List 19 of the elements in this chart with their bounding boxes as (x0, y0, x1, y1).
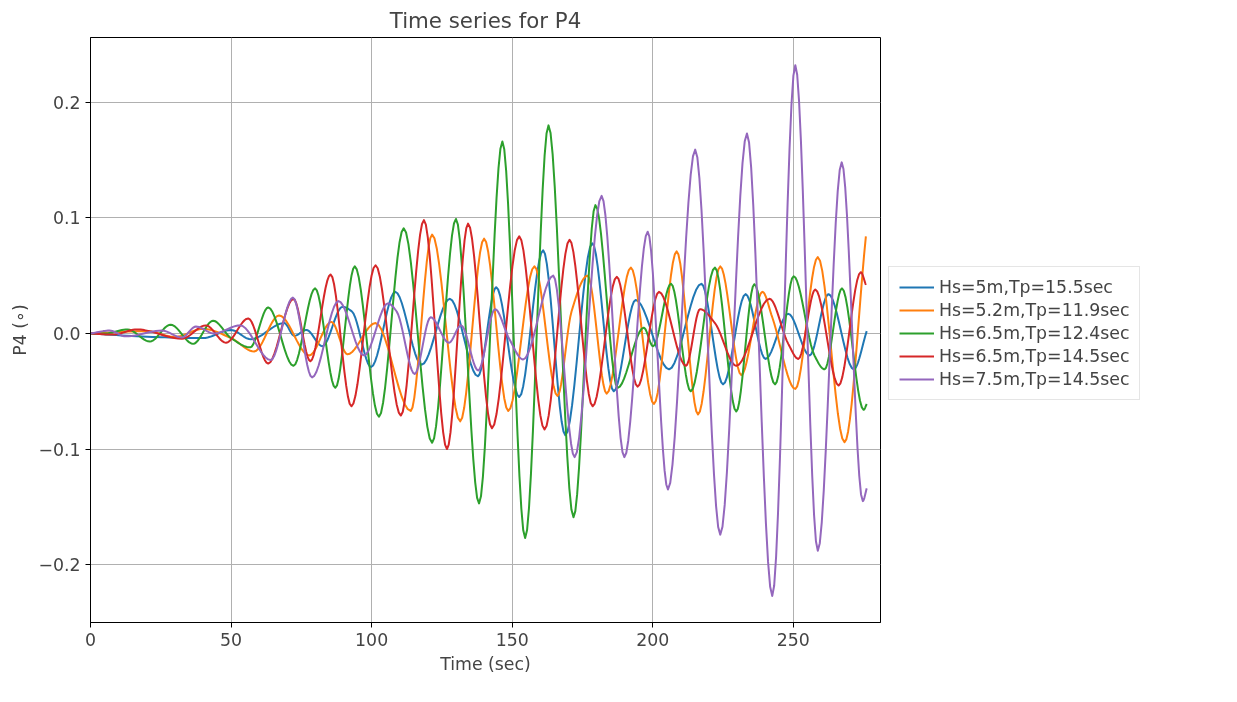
legend-label: Hs=5m,Tp=15.5sec (939, 276, 1113, 297)
y-tick-label: 0.2 (52, 92, 81, 113)
chart-title: Time series for P4 (388, 7, 582, 33)
x-tick-label: 250 (776, 629, 810, 650)
y-tick-label: −0.1 (38, 439, 81, 460)
y-tick-label: 0.1 (52, 208, 81, 229)
x-tick-label: 0 (84, 629, 97, 650)
y-tick-label: 0.0 (52, 323, 81, 344)
y-tick-label: −0.2 (38, 555, 81, 576)
y-axis-title: P4 (∘) (10, 304, 31, 356)
x-tick-label: 150 (495, 629, 529, 650)
legend-label: Hs=6.5m,Tp=12.4sec (939, 322, 1130, 343)
x-tick-label: 100 (355, 629, 389, 650)
legend-label: Hs=5.2m,Tp=11.9sec (939, 299, 1130, 320)
x-tick-label: 200 (636, 629, 670, 650)
legend-label: Hs=6.5m,Tp=14.5sec (939, 345, 1130, 366)
legend-label: Hs=7.5m,Tp=14.5sec (939, 368, 1130, 389)
x-tick-label: 50 (220, 629, 243, 650)
x-axis-title: Time (sec) (439, 653, 531, 674)
